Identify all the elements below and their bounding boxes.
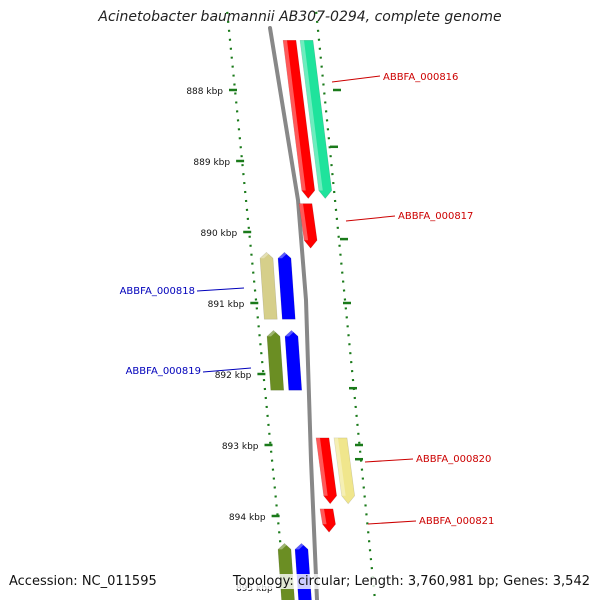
gene-abbfa_000816-b bbox=[299, 39, 333, 199]
backbone-line bbox=[268, 26, 319, 600]
scale-tick-label: 894 kbp bbox=[229, 513, 266, 523]
scale-tick-label: 895 kbp bbox=[236, 584, 273, 594]
gene-arrow bbox=[319, 508, 336, 533]
gene-arrow bbox=[277, 251, 296, 320]
accession-text: Accession: NC_011595 bbox=[9, 574, 157, 589]
gene-highlight bbox=[316, 437, 328, 496]
gene-label-leader bbox=[367, 520, 417, 525]
gene-label-leader bbox=[345, 215, 396, 222]
gene-highlight bbox=[295, 543, 306, 550]
scale-tick-label: 893 kbp bbox=[222, 442, 259, 452]
gene-abbfa_000818 bbox=[277, 251, 296, 320]
gene-label-abbfa_000819[interactable]: ABBFA_000819 bbox=[126, 366, 201, 377]
gene-arrow bbox=[299, 39, 333, 199]
scale-tick-label: 888 kbp bbox=[186, 87, 223, 97]
gene-abbfa_000819 bbox=[284, 329, 303, 391]
gene-abbfa_000822 bbox=[294, 542, 312, 600]
gene-label-leader bbox=[196, 287, 245, 292]
scale-tick-label: 890 kbp bbox=[201, 229, 238, 239]
gene-arrow bbox=[277, 542, 295, 600]
scale-tick-label: 891 kbp bbox=[208, 300, 245, 310]
scale-tick-label: 889 kbp bbox=[193, 158, 230, 168]
gene-abbfa_000817 bbox=[298, 203, 318, 249]
gene-highlight bbox=[283, 40, 306, 191]
genome-backbone bbox=[268, 26, 319, 600]
gene-label-leader bbox=[331, 75, 381, 83]
gene-abbfa_000818-b bbox=[259, 251, 278, 320]
gene-label-abbfa_000821[interactable]: ABBFA_000821 bbox=[419, 516, 494, 527]
gene-arrow bbox=[333, 437, 355, 505]
gene-highlight bbox=[285, 330, 296, 337]
gene-arrow bbox=[282, 39, 316, 199]
gene-highlight bbox=[300, 40, 323, 191]
gene-arrow bbox=[259, 251, 278, 320]
gene-abbfa_000816 bbox=[282, 39, 316, 199]
gene-arrow bbox=[284, 329, 303, 391]
dotted-guide-2 bbox=[315, 11, 377, 600]
topology-text: Topology: circular; Length: 3,760,981 bp… bbox=[232, 574, 590, 589]
gene-label-abbfa_000818[interactable]: ABBFA_000818 bbox=[120, 286, 195, 297]
gene-arrow bbox=[315, 437, 337, 505]
scale-tick-label: 892 kbp bbox=[215, 371, 252, 381]
gene-arrow bbox=[298, 203, 318, 249]
gene-label-abbfa_000817[interactable]: ABBFA_000817 bbox=[398, 211, 473, 222]
gene-abbfa_000821 bbox=[319, 508, 336, 533]
gene-highlight bbox=[299, 203, 309, 241]
gene-label-leader bbox=[202, 367, 252, 373]
gene-arrow bbox=[294, 542, 312, 600]
gene-abbfa_000822-b bbox=[277, 542, 295, 600]
gene-label-leader bbox=[364, 458, 414, 463]
gene-highlight bbox=[260, 252, 271, 259]
gene-abbfa_000820-b bbox=[333, 437, 355, 505]
gene-arrow bbox=[266, 329, 285, 391]
map-title: Acinetobacter baumannii AB307-0294, comp… bbox=[98, 9, 502, 25]
gene-label-abbfa_000820[interactable]: ABBFA_000820 bbox=[416, 454, 491, 465]
gene-abbfa_000820 bbox=[315, 437, 337, 505]
gene-abbfa_000819-b bbox=[266, 329, 285, 391]
gene-features bbox=[259, 39, 355, 600]
gene-highlight bbox=[278, 543, 289, 550]
gene-highlight bbox=[334, 437, 346, 496]
gene-label-abbfa_000816[interactable]: ABBFA_000816 bbox=[383, 72, 458, 83]
gene-highlight bbox=[267, 330, 278, 337]
gene-highlight bbox=[320, 508, 327, 525]
gene-highlight bbox=[278, 252, 289, 259]
gene-labels: ABBFA_000816 ABBFA_000817 ABBFA_000818 ABBF… bbox=[120, 72, 495, 527]
